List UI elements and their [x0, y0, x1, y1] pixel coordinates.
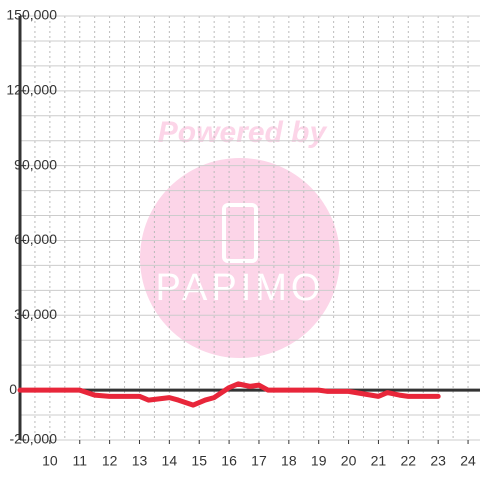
x-tick-label: 18	[281, 453, 297, 469]
x-tick-label: 24	[460, 453, 476, 469]
x-tick-label: 17	[251, 453, 267, 469]
y-tick-label: 150,000	[6, 7, 57, 23]
x-tick-label: 12	[102, 453, 118, 469]
y-tick-label: 30,000	[14, 306, 57, 322]
data-line	[17, 381, 441, 408]
x-tick-label: 23	[430, 453, 446, 469]
y-tick-label: 90,000	[14, 156, 57, 172]
x-tick-label: 10	[42, 453, 58, 469]
watermark-circle	[140, 158, 340, 358]
y-tick-label: 0	[9, 381, 17, 397]
x-tick-label: 14	[162, 453, 178, 469]
x-tick-label: 15	[191, 453, 207, 469]
y-tick-label: 120,000	[6, 82, 57, 98]
x-tick-label: 22	[401, 453, 417, 469]
x-tick-label: 19	[311, 453, 327, 469]
y-tick-label: -20,000	[10, 431, 58, 447]
y-tick-label: 60,000	[14, 231, 57, 247]
watermark-logo: PAPIMO	[156, 267, 325, 309]
x-tick-label: 20	[341, 453, 357, 469]
watermark-title: Powered by	[158, 116, 328, 149]
x-tick-label: 13	[132, 453, 148, 469]
x-tick-label: 16	[221, 453, 237, 469]
x-tick-label: 11	[72, 453, 87, 469]
watermark-icon	[222, 203, 258, 263]
x-tick-label: 21	[371, 453, 387, 469]
